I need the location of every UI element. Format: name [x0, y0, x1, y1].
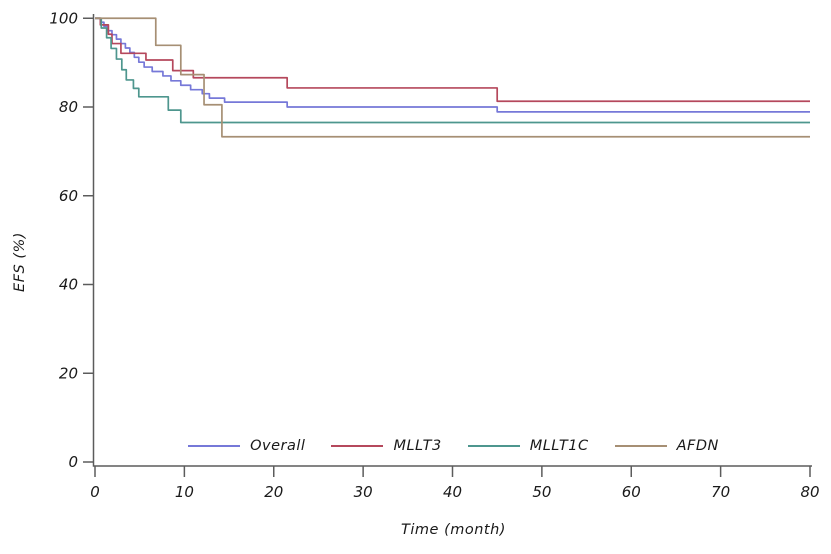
x-tick-label: 50 [532, 483, 551, 501]
y-axis-title: EFS (%) [12, 232, 28, 292]
legend-label-mllt1c: MLLT1C [529, 438, 589, 454]
legend-label-overall: Overall [250, 438, 306, 454]
legend-item-mllt1c: MLLT1C [467, 438, 589, 454]
mllt3-line-swatch-icon [331, 445, 384, 447]
series-line-overall [95, 17, 810, 113]
series-lines [95, 17, 810, 138]
tick-marks [83, 17, 811, 477]
x-tick-label: 80 [800, 483, 819, 501]
legend-label-mllt3: MLLT3 [393, 438, 442, 454]
x-axis-title: Time (month) [401, 522, 506, 538]
mllt1c-line-swatch-icon [467, 445, 520, 447]
x-tick-label: 30 [354, 483, 373, 501]
x-tick-label: 40 [443, 483, 462, 501]
y-tick-label: 100 [49, 9, 78, 27]
tick-labels: 0 20 40 60 80 100 0 10 20 30 40 50 60 70 80 [49, 9, 819, 501]
x-tick-label: 0 [90, 483, 100, 501]
legend: Overall MLLT3 MLLT1C AFDN [95, 438, 812, 454]
series-line-mllt3 [95, 17, 810, 103]
x-tick-label: 70 [711, 483, 730, 501]
y-tick-label: 80 [59, 98, 78, 116]
y-tick-label: 20 [59, 364, 78, 382]
y-tick-label: 60 [59, 187, 78, 205]
x-tick-label: 10 [175, 483, 194, 501]
legend-item-mllt3: MLLT3 [331, 438, 441, 454]
legend-label-afdn: AFDN [676, 438, 719, 454]
x-tick-label: 20 [264, 483, 283, 501]
axes [92, 14, 812, 467]
series-line-afdn [95, 17, 810, 138]
legend-item-afdn: AFDN [614, 438, 719, 454]
y-tick-label: 0 [68, 453, 78, 471]
series-line-mllt1c [95, 17, 810, 124]
afdn-line-swatch-icon [614, 445, 667, 447]
legend-item-overall: Overall [188, 438, 305, 454]
x-tick-label: 60 [622, 483, 641, 501]
axis-line [92, 14, 812, 467]
overall-line-swatch-icon [188, 445, 241, 447]
y-tick-label: 40 [59, 276, 78, 294]
